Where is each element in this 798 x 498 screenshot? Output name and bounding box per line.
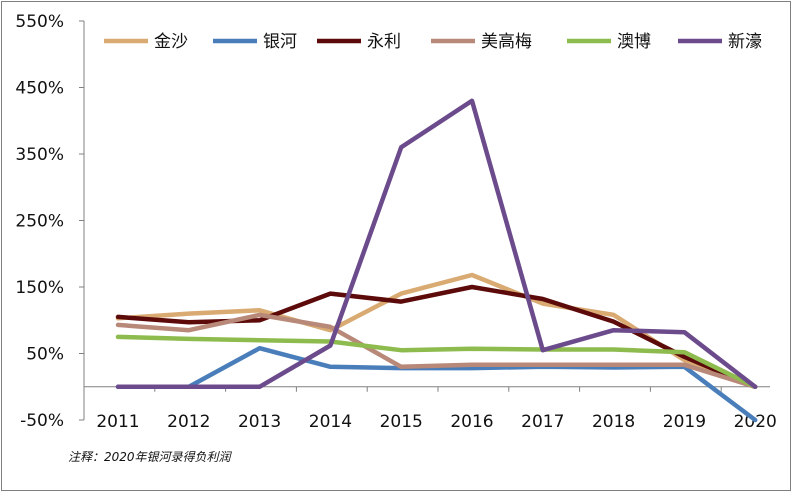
x-tick-label: 2017 [521,412,564,432]
y-tick-label: 550% [15,12,64,32]
x-tick-label: 2013 [238,412,281,432]
legend-label-3: 永利 [367,32,401,52]
legend-label-5: 澳博 [617,32,651,52]
legend-label-2: 银河 [263,32,297,52]
y-tick-label: -50% [20,411,64,431]
x-tick-label: 2016 [450,412,493,432]
y-tick-label: 350% [15,145,64,165]
x-tick-label: 2011 [96,412,139,432]
x-tick-label: 2012 [167,412,210,432]
legend-label-1: 金沙 [154,32,188,52]
series-line-4 [115,312,758,390]
x-tick-label: 2015 [380,412,423,432]
y-tick-label: 450% [15,79,64,99]
series-lines [115,98,758,423]
legend-label-6: 新濠 [728,32,762,52]
series-line-5 [115,334,758,390]
chart-frame [1,1,791,491]
x-tick-label: 2018 [592,412,635,432]
x-tick-label: 2019 [663,412,706,432]
y-tick-label: 50% [26,345,64,365]
x-tick-label: 2014 [309,412,352,432]
legend: 金沙 银河 永利 美高梅 澳博 新濠 [104,32,762,52]
axes: -50% 50% 150% 250% 350% 450% 550% 2011 2012 2013 2… [15,12,776,432]
legend-label-4: 美高梅 [481,32,532,52]
series-line-6 [115,98,758,390]
y-tick-label: 250% [15,212,64,232]
series-line-2 [115,345,758,423]
chart-note: 注释：2020年银河录得负利润 [68,450,231,464]
y-tick-label: 150% [15,278,64,298]
